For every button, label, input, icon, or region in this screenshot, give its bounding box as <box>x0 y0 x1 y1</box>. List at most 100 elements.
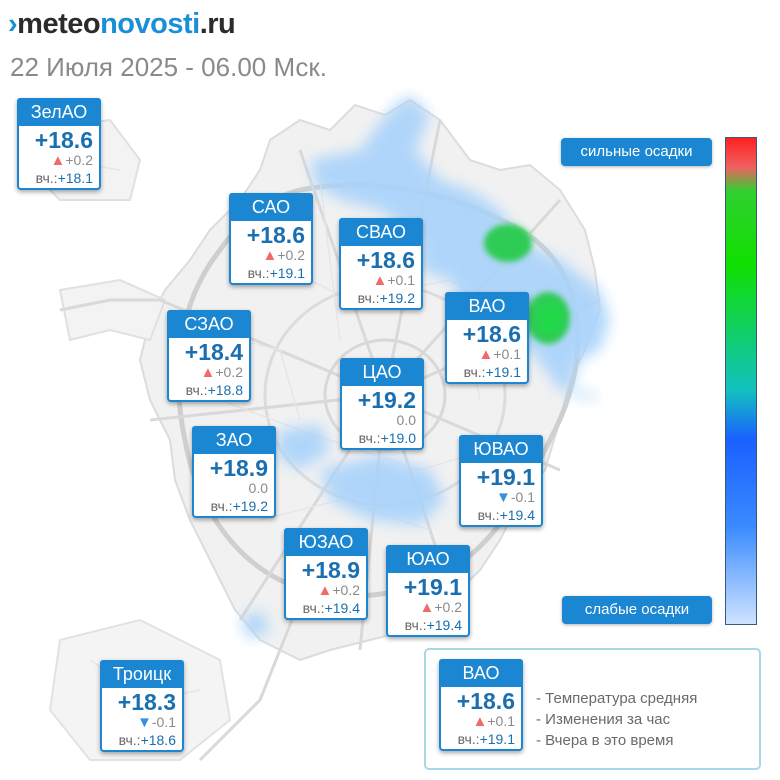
logo-text-meteo: meteo <box>17 8 101 40</box>
trend-down-icon: ▼ <box>137 714 152 731</box>
temperature-value: +18.9 <box>209 455 268 481</box>
yesterday-row: вч.:+19.0 <box>342 429 422 448</box>
precipitation-areas <box>240 95 610 640</box>
yesterday-row: вч.:+19.1 <box>441 730 521 749</box>
yesterday-row: вч.:+19.4 <box>286 599 366 618</box>
yesterday-value: +19.4 <box>324 600 360 616</box>
change-value: +0.2 <box>215 364 243 380</box>
district-card-zelao: ЗелАО +18.6 ▲+0.2 вч.:+18.1 <box>17 98 101 190</box>
district-name: Троицк <box>100 660 184 688</box>
yesterday-row: вч.:+18.1 <box>19 169 99 188</box>
yesterday-row: вч.:+19.2 <box>341 289 421 308</box>
change-value: +0.1 <box>387 272 415 288</box>
district-name: ВАО <box>445 292 529 320</box>
yesterday-value: +19.2 <box>379 290 415 306</box>
yesterday-label: вч.: <box>35 170 58 186</box>
trend-up-icon: ▲ <box>478 346 494 363</box>
logo-arrow-icon: › <box>8 8 18 40</box>
change-value: +0.2 <box>434 599 462 615</box>
temperature-value: +18.9 <box>301 557 360 583</box>
temperature-value: +19.1 <box>403 574 462 600</box>
temperature-value: +18.6 <box>462 321 521 347</box>
district-name: ЮАО <box>386 545 470 573</box>
district-card-yuvao: ЮВАО +19.1 ▼-0.1 вч.:+19.4 <box>459 435 543 527</box>
district-name: ЦАО <box>340 358 424 386</box>
district-card-vao: ВАО +18.6 ▲+0.1 вч.:+19.1 <box>445 292 529 384</box>
hourly-change: ▲+0.2 <box>388 599 468 616</box>
temperature-value: +19.2 <box>357 387 416 413</box>
hourly-change: ▲+0.1 <box>441 713 521 730</box>
temperature-value: +18.4 <box>184 339 243 365</box>
change-value: -0.1 <box>510 489 535 505</box>
scale-label-light: слабые осадки <box>562 596 712 624</box>
district-card-szao: СЗАО +18.4 ▲+0.2 вч.:+18.8 <box>167 310 251 402</box>
yesterday-row: вч.:+19.1 <box>447 363 527 382</box>
change-value: 0.0 <box>396 412 416 428</box>
yesterday-value: +18.1 <box>57 170 93 186</box>
yesterday-value: +19.2 <box>232 498 268 514</box>
yesterday-label: вч.: <box>247 265 270 281</box>
hourly-change: ▲+0.2 <box>19 152 99 169</box>
hourly-change: ▲+0.2 <box>231 247 311 264</box>
change-value: +0.1 <box>487 713 515 729</box>
yesterday-value: +19.4 <box>499 507 535 523</box>
district-card-cao: ЦАО +19.2 0.0 вч.:+19.0 <box>340 358 424 450</box>
yesterday-label: вч.: <box>302 600 325 616</box>
yesterday-label: вч.: <box>118 732 141 748</box>
yesterday-value: +19.1 <box>269 265 305 281</box>
logo-text-domain: .ru <box>199 8 236 40</box>
yesterday-value: +19.4 <box>426 617 462 633</box>
change-value: +0.2 <box>65 152 93 168</box>
legend-line-yesterday: - Вчера в это время <box>536 732 674 749</box>
change-value: -0.1 <box>151 714 176 730</box>
yesterday-label: вч.: <box>404 617 427 633</box>
forecast-date: 22 Июля 2025 - 06.00 Мск. <box>10 52 328 82</box>
trend-up-icon: ▲ <box>262 247 278 264</box>
logo-text-novosti: novosti <box>100 8 200 40</box>
hourly-change: ▲+0.1 <box>341 272 421 289</box>
change-value: 0.0 <box>248 480 268 496</box>
yesterday-row: вч.:+19.1 <box>231 264 311 283</box>
yesterday-label: вч.: <box>358 430 381 446</box>
yesterday-label: вч.: <box>185 382 208 398</box>
yesterday-row: вч.:+18.6 <box>102 731 182 750</box>
district-name: ЮВАО <box>459 435 543 463</box>
district-name: ЗАО <box>192 426 276 454</box>
change-value: +0.1 <box>493 346 521 362</box>
trend-up-icon: ▲ <box>472 713 488 730</box>
temperature-value: +18.6 <box>246 222 305 248</box>
district-card-zao: ЗАО +18.9 0.0 вч.:+19.2 <box>192 426 276 518</box>
yesterday-label: вч.: <box>463 364 486 380</box>
district-name: СВАО <box>339 218 423 246</box>
legend-sample-card: ВАО +18.6 ▲+0.1 вч.:+19.1 <box>439 659 523 751</box>
yesterday-row: вч.:+18.8 <box>169 381 249 400</box>
hourly-change: ▲+0.2 <box>286 582 366 599</box>
hourly-change: 0.0 <box>342 412 422 429</box>
district-name: ВАО <box>439 659 523 687</box>
scale-label-heavy: сильные осадки <box>561 138 712 166</box>
legend-line-temperature: - Температура средняя <box>536 690 698 707</box>
temperature-value: +18.3 <box>117 689 176 715</box>
temperature-value: +18.6 <box>356 247 415 273</box>
yesterday-value: +18.8 <box>207 382 243 398</box>
temperature-value: +19.1 <box>476 464 535 490</box>
district-card-sao: САО +18.6 ▲+0.2 вч.:+19.1 <box>229 193 313 285</box>
temperature-value: +18.6 <box>456 688 515 714</box>
trend-down-icon: ▼ <box>496 489 511 506</box>
hourly-change: ▼-0.1 <box>102 714 182 731</box>
trend-up-icon: ▲ <box>372 272 388 289</box>
change-value: +0.2 <box>277 247 305 263</box>
district-name: ЗелАО <box>17 98 101 126</box>
district-card-troitsk: Троицк +18.3 ▼-0.1 вч.:+18.6 <box>100 660 184 752</box>
legend-line-change: - Изменения за час <box>536 711 671 728</box>
yesterday-value: +19.1 <box>485 364 521 380</box>
yesterday-row: вч.:+19.4 <box>388 616 468 635</box>
precipitation-scale-bar <box>725 137 757 625</box>
trend-up-icon: ▲ <box>50 152 66 169</box>
trend-up-icon: ▲ <box>419 599 435 616</box>
district-card-yuao: ЮАО +19.1 ▲+0.2 вч.:+19.4 <box>386 545 470 637</box>
site-logo[interactable]: ›meteonovosti.ru <box>8 6 236 42</box>
district-card-svao: СВАО +18.6 ▲+0.1 вч.:+19.2 <box>339 218 423 310</box>
district-name: СЗАО <box>167 310 251 338</box>
hourly-change: ▼-0.1 <box>461 489 541 506</box>
